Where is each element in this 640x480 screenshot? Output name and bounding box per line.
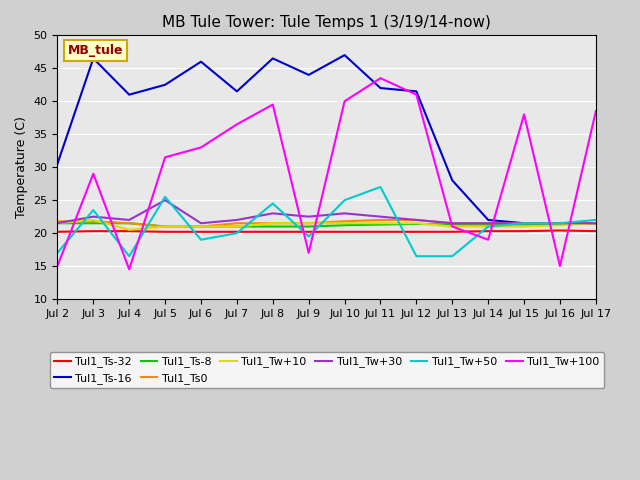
Title: MB Tule Tower: Tule Temps 1 (3/19/14-now): MB Tule Tower: Tule Temps 1 (3/19/14-now…: [162, 15, 491, 30]
Text: MB_tule: MB_tule: [68, 44, 124, 57]
Y-axis label: Temperature (C): Temperature (C): [15, 116, 28, 218]
Legend: Tul1_Ts-32, Tul1_Ts-16, Tul1_Ts-8, Tul1_Ts0, Tul1_Tw+10, Tul1_Tw+30, Tul1_Tw+50,: Tul1_Ts-32, Tul1_Ts-16, Tul1_Ts-8, Tul1_…: [49, 352, 604, 388]
